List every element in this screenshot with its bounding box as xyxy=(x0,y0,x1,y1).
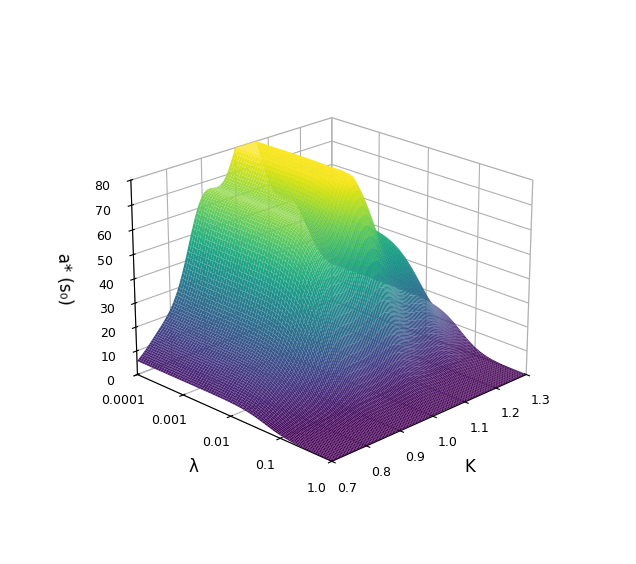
X-axis label: K: K xyxy=(464,457,476,475)
Y-axis label: λ: λ xyxy=(189,457,198,475)
